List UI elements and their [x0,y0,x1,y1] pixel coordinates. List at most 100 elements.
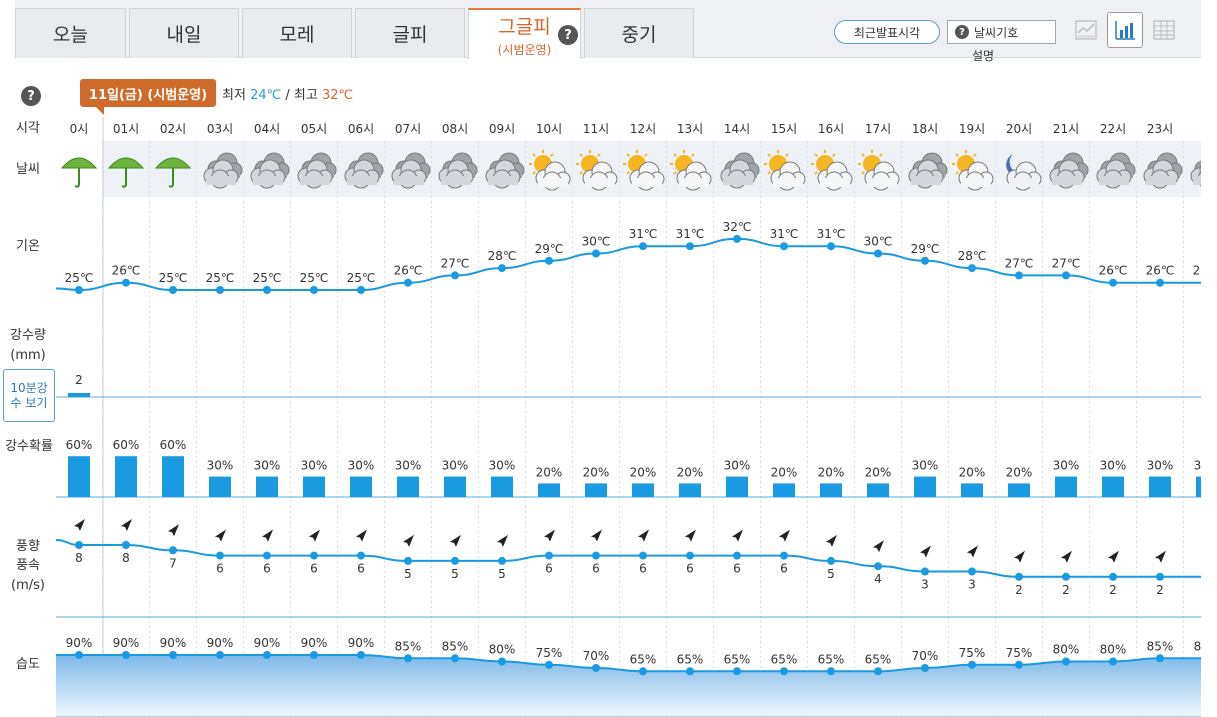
wind-speed-label: 7 [169,556,177,570]
humidity-point [1203,654,1211,662]
humidity-label: 75% [536,646,563,660]
ten-min-rain-button[interactable]: 10분강수 보기 [3,369,55,422]
wind-point [827,556,835,565]
recent-release-button[interactable]: 최근발표시각 [834,20,940,44]
precip-prob-label: 60% [66,438,93,452]
forecast-tab-bar: 오늘 내일 모레 글피 그글피 (시범운영) ? 중기 최근발표시각 ? 날씨기… [15,0,1201,63]
precip-prob-label: 60% [160,438,187,452]
weather-code-desc: 설명 [972,49,995,63]
humidity-label: 65% [724,652,751,666]
precip-prob-label: 20% [677,465,704,479]
wind-speed-label: 5 [451,567,459,581]
precip-prob-bar [726,476,748,497]
wind-direction-arrow [685,529,696,542]
temperature-point [1062,271,1070,280]
moon-cloud-icon [1006,154,1042,191]
humidity-label: 90% [254,636,281,650]
humidity-label: 80% [1053,643,1080,657]
wind-point [921,567,929,576]
hour-label: 11시 [583,122,609,136]
temperature-point [451,271,459,280]
precip-prob-bar [867,483,889,497]
tab-today[interactable]: 오늘 [15,8,126,58]
table-view-icon[interactable] [1146,12,1182,48]
umbrella-icon [60,157,98,188]
wind-line [56,539,1201,578]
wind-speed-label: 2 [1156,583,1164,597]
wind-direction-arrow [873,540,884,553]
hour-label: 23시 [1147,122,1173,136]
wind-direction-arrow [450,534,461,547]
temperature-label: 26℃ [1193,264,1217,278]
tab-4days-sub: (시범운영) [497,42,552,57]
precip-prob-label: 30% [254,459,281,473]
min-max-temp: 최저 24℃ / 최고 32℃ [222,84,353,103]
weather-code-button[interactable]: ? 날씨기호 [947,20,1056,44]
humidity-point [1156,654,1164,663]
temperature-line [56,237,1201,292]
temperature-label: 25℃ [253,271,282,285]
temperature-label: 29℃ [535,242,564,256]
humidity-point [1109,657,1117,666]
humidity-label: 75% [959,646,986,660]
umbrella-icon [154,157,192,188]
wind-speed-label: 2 [1062,583,1070,597]
umbrella-icon [107,157,145,188]
tab-4days-label: 그글피 [498,15,551,38]
temperature-label: 26℃ [394,264,423,278]
temperature-point [733,234,741,243]
temperature-label: 31℃ [770,227,799,241]
wind-direction-arrow [920,545,931,558]
temperature-label: 32℃ [723,220,752,234]
hour-label: 16시 [818,122,844,136]
tab-tomorrow[interactable]: 내일 [129,8,239,58]
partly-sunny-icon [858,150,900,191]
precip-prob-label: 30% [442,459,469,473]
wind-speed-label: 6 [216,562,224,576]
hour-label: 04시 [254,122,280,136]
hour-label: 0 [1203,122,1211,136]
tab-3days[interactable]: 글피 [355,8,465,58]
temperature-point [1109,278,1117,287]
wind-point [216,551,224,560]
temperature-label: 25℃ [65,271,94,285]
precip-prob-bar [303,476,325,497]
partly-sunny-icon [623,150,665,191]
temperature-label: 27℃ [1005,256,1034,270]
temperature-point [545,256,553,265]
humidity-label: 70% [583,649,610,663]
humidity-point [1062,657,1070,666]
hour-label: 12시 [630,122,656,136]
bar-chart-view-icon[interactable] [1107,12,1143,48]
cloudy-icon [1190,160,1201,187]
wind-direction-arrow [356,529,367,542]
temperature-label: 26℃ [1146,264,1175,278]
humidity-point [968,660,976,669]
wind-speed-label: 8 [75,551,83,565]
temperature-point [827,242,835,251]
tab-day-after[interactable]: 모레 [242,8,352,58]
min-label: 최저 [222,88,246,103]
line-chart-view-icon[interactable] [1068,12,1104,48]
humidity-point [216,651,224,659]
humidity-label: 90% [301,636,328,650]
help-icon[interactable]: ? [21,86,41,106]
humidity-point [263,651,271,659]
precip-prob-bar [773,483,795,497]
wind-point [592,551,600,560]
tab-midterm[interactable]: 중기 [584,8,694,58]
wind-direction-arrow [74,519,85,531]
tab-4days[interactable]: 그글피 (시범운영) ? [468,8,581,59]
precip-prob-bar [397,476,419,497]
help-icon[interactable]: ? [558,25,578,45]
wind-point [780,551,788,560]
wind-speed-label: 6 [686,562,694,576]
hour-label: 01시 [113,122,139,136]
precip-prob-bar [961,483,983,497]
max-label: 최고 [293,88,318,103]
humidity-label: 90% [207,636,234,650]
hour-label: 10시 [536,122,562,136]
precip-prob-label: 20% [536,465,563,479]
wind-direction-arrow [1014,550,1025,563]
